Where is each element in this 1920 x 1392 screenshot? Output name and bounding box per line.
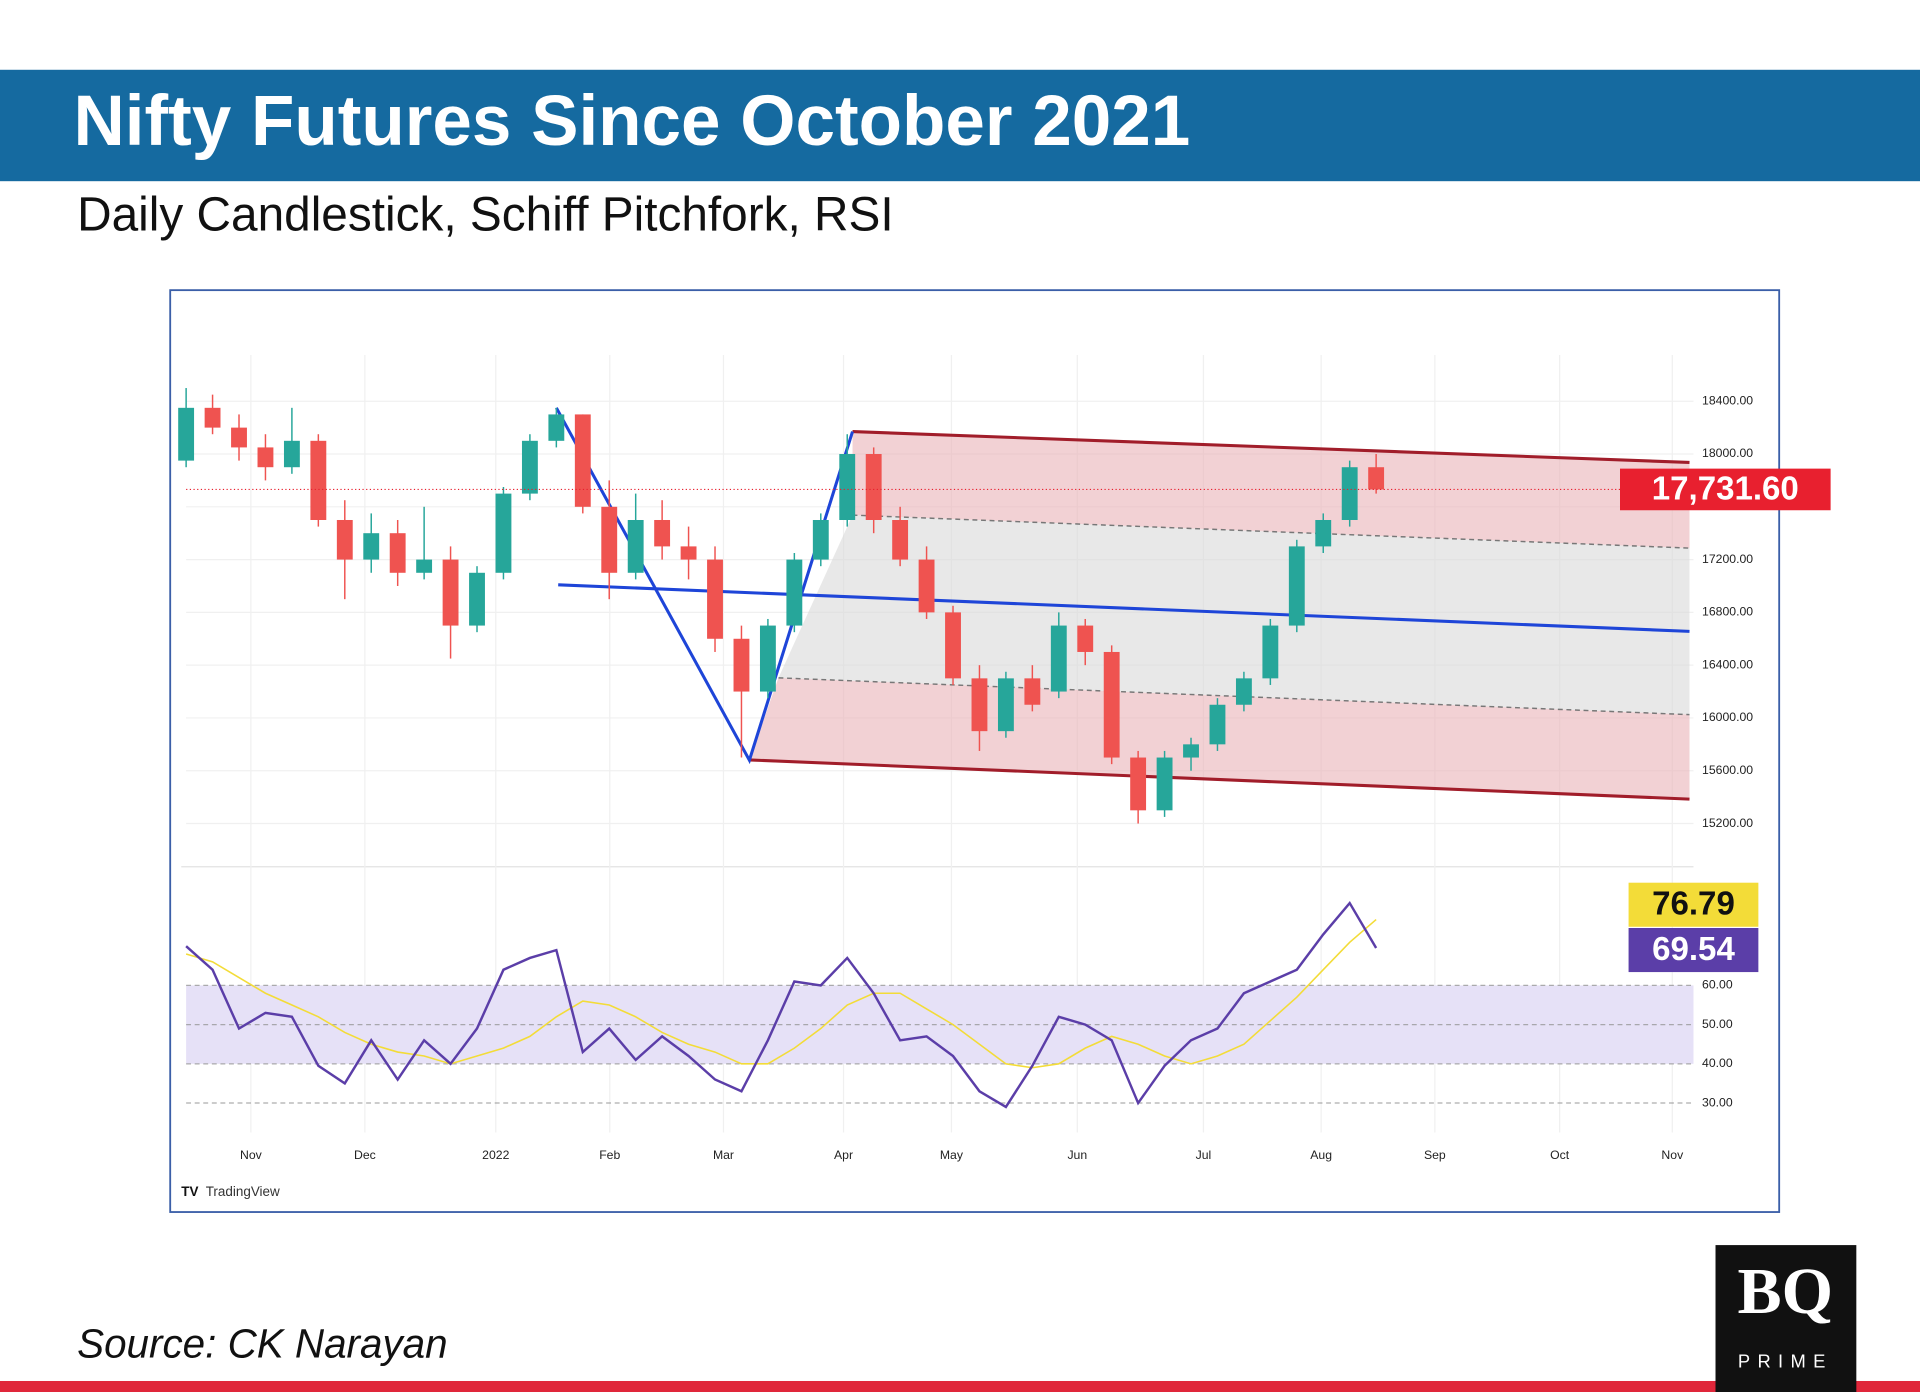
rsi-line <box>185 918 1377 1069</box>
candle-body <box>865 454 882 520</box>
candle-body <box>283 440 300 468</box>
candle-body <box>1077 625 1094 652</box>
pitchfork-lower-inner <box>778 677 1690 716</box>
candle-body <box>442 559 459 626</box>
candle-body <box>257 447 274 468</box>
y-tick-label: 16000.00 <box>1702 710 1753 724</box>
candle-body <box>178 407 195 461</box>
footer-rule <box>0 1380 1920 1392</box>
candle-body <box>1288 546 1305 626</box>
candle-body <box>469 572 485 626</box>
x-tick-label: 2022 <box>482 1148 509 1162</box>
last-price-label: 17,731.60 <box>1652 470 1799 507</box>
candle-body <box>574 414 591 507</box>
candle-body <box>1103 651 1120 758</box>
last-price-box <box>1620 468 1831 511</box>
candle-body <box>521 440 538 494</box>
candle-body <box>892 519 909 560</box>
candle-body <box>945 612 961 679</box>
title-banner <box>0 69 1920 182</box>
y-tick-label: 15600.00 <box>1702 763 1753 777</box>
x-tick-label: Apr <box>834 1148 853 1162</box>
candle-body <box>1262 625 1279 679</box>
candle-body <box>336 519 353 560</box>
subtitle: Daily Candlestick, Schiff Pitchfork, RSI <box>77 189 894 242</box>
candle-body <box>1183 744 1199 758</box>
y-tick-label: 18400.00 <box>1702 393 1753 407</box>
y-tick-label: 18000.00 <box>1702 446 1753 460</box>
x-tick-label: Sep <box>1424 1148 1446 1162</box>
x-tick-label: May <box>940 1148 964 1162</box>
pitchfork-upper <box>852 430 1690 464</box>
candle-body <box>1130 757 1147 811</box>
y-tick-label: 16400.00 <box>1702 657 1753 671</box>
candle-body <box>1235 678 1252 705</box>
candle-body <box>1209 704 1226 745</box>
y-tick-label: 17200.00 <box>1702 552 1753 566</box>
plot: Nov Dec 2022 Feb Mar Apr May Jun Jul Aug Sep Oct Nov… <box>178 355 1831 1162</box>
candle-body <box>1024 678 1041 705</box>
y-tick-label: 30.00 <box>1702 1095 1733 1109</box>
candle-body <box>495 493 512 573</box>
candle-body <box>680 546 697 560</box>
candle-body <box>997 678 1014 732</box>
candle-body <box>363 533 380 560</box>
x-tick-label: Dec <box>354 1148 376 1162</box>
candle-body <box>1156 757 1173 811</box>
y-tick-label: 40.00 <box>1702 1056 1733 1070</box>
y-tick-label: 60.00 <box>1702 978 1733 992</box>
pitchfork-lower <box>749 758 1690 801</box>
candle-body <box>786 559 803 626</box>
x-tick-label: Oct <box>1550 1148 1570 1162</box>
title: Nifty Futures Since October 2021 <box>73 82 1190 161</box>
y-tick-label: 16800.00 <box>1702 605 1753 619</box>
value-label: 69.54 <box>1652 931 1735 968</box>
x-tick-label: Mar <box>713 1148 734 1162</box>
candle-body <box>759 625 776 692</box>
y-tick-label: 50.00 <box>1702 1017 1733 1031</box>
logo: BQ <box>1738 1255 1834 1328</box>
x-tick-label: Jul <box>1196 1148 1212 1162</box>
logo-box <box>1715 1245 1857 1392</box>
x-tick-label: Jun <box>1067 1148 1087 1162</box>
candle-body <box>971 678 988 732</box>
candle-body <box>839 454 856 520</box>
logo-sub: PRIME <box>1738 1350 1833 1371</box>
x-tick-label: Nov <box>240 1148 263 1162</box>
candle-body <box>548 414 565 441</box>
watermark-icon: TV <box>181 1184 198 1199</box>
candle-body <box>204 407 221 428</box>
candle-body <box>1050 625 1067 692</box>
candle-body <box>918 559 935 613</box>
candle-body <box>707 559 723 639</box>
x-tick-label: Feb <box>599 1148 620 1162</box>
candle-body <box>601 506 618 573</box>
candle-body <box>1368 467 1385 490</box>
candle-body <box>389 533 406 573</box>
y-tick-label: 15200.00 <box>1702 816 1753 830</box>
candle-body <box>1315 519 1332 547</box>
pitchfork-median-zone <box>778 515 1690 715</box>
x-tick-label: Aug <box>1310 1148 1332 1162</box>
candle-body <box>231 427 247 448</box>
candle-body <box>1341 467 1358 520</box>
source: Source: CK Narayan <box>77 1320 447 1366</box>
candle-body <box>733 638 750 692</box>
value-box <box>1628 882 1759 927</box>
rsi-line <box>185 900 1378 1109</box>
candle-body <box>654 519 671 547</box>
x-tick-label: Nov <box>1661 1148 1684 1162</box>
candle-body <box>310 440 327 520</box>
candle-body <box>812 519 829 560</box>
pitchfork-median <box>558 583 1690 633</box>
pitchfork-upper-inner <box>852 514 1690 549</box>
candle-body <box>416 559 433 573</box>
watermark: TradingView <box>206 1184 280 1199</box>
candle-body <box>627 519 644 573</box>
value-box <box>1628 928 1759 973</box>
value-label: 76.79 <box>1652 886 1735 923</box>
